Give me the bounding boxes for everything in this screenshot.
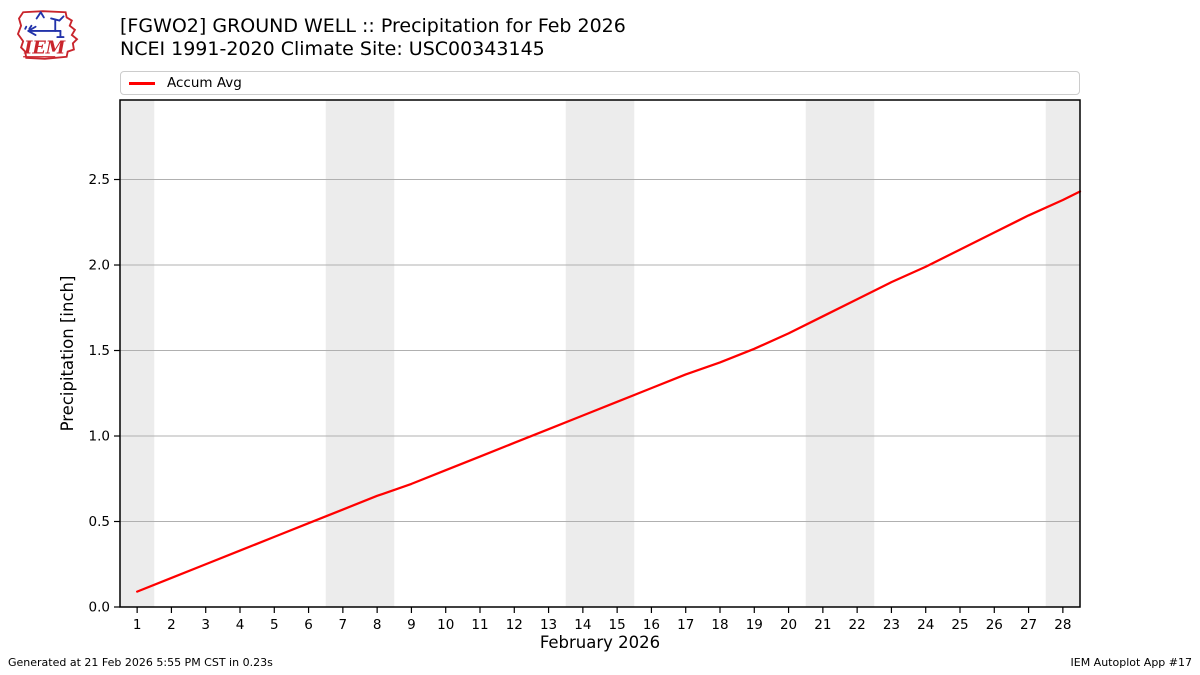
x-tick-label: 25	[951, 617, 968, 633]
x-tick-label: 1	[133, 617, 142, 633]
x-tick-label: 19	[746, 617, 763, 633]
chart-subtitle: NCEI 1991-2020 Climate Site: USC00343145	[120, 38, 545, 60]
x-tick-label: 16	[643, 617, 660, 633]
iowa-state-outline-icon	[16, 10, 79, 60]
x-tick-label: 27	[1020, 617, 1037, 633]
x-tick-label: 6	[304, 617, 313, 633]
y-tick-label: 0.0	[89, 600, 110, 616]
weekend-band	[325, 100, 395, 607]
weekend-band	[565, 100, 635, 607]
weekend-band	[805, 100, 875, 607]
weekend-band	[120, 100, 155, 607]
y-tick-label: 0.5	[89, 514, 110, 530]
legend-label: Accum Avg	[167, 75, 242, 91]
x-tick-label: 18	[711, 617, 728, 633]
x-tick-label: 23	[883, 617, 900, 633]
y-tick-label: 1.5	[89, 343, 110, 359]
x-tick-label: 11	[471, 617, 488, 633]
x-tick-label: 7	[339, 617, 348, 633]
x-tick-label: 28	[1054, 617, 1071, 633]
legend-box: Accum Avg	[120, 71, 1080, 95]
x-tick-label: 3	[201, 617, 210, 633]
x-tick-label: 20	[780, 617, 797, 633]
x-tick-label: 5	[270, 617, 279, 633]
weather-station-icon	[24, 11, 65, 39]
x-tick-label: 26	[986, 617, 1003, 633]
x-tick-label: 2	[167, 617, 176, 633]
x-tick-label: 12	[506, 617, 523, 633]
app-credit: IEM Autoplot App #17	[1070, 656, 1193, 669]
x-tick-label: 22	[849, 617, 866, 633]
x-tick-label: 13	[540, 617, 557, 633]
x-tick-label: 4	[236, 617, 245, 633]
title-block: [FGWO2] GROUND WELL :: Precipitation for…	[120, 15, 626, 61]
chart-title: [FGWO2] GROUND WELL :: Precipitation for…	[120, 15, 626, 37]
iem-logo: IEM	[16, 10, 79, 60]
x-tick-label: 10	[437, 617, 454, 633]
y-tick-label: 2.0	[89, 258, 110, 274]
x-tick-label: 21	[814, 617, 831, 633]
weekend-band	[1045, 100, 1080, 607]
y-axis-label: Precipitation [inch]	[58, 276, 77, 432]
x-tick-label: 14	[574, 617, 591, 633]
y-tick-label: 1.0	[89, 429, 110, 445]
legend-line-swatch	[129, 81, 155, 85]
plot-frame	[119, 99, 1081, 608]
y-tick-label: 2.5	[89, 172, 110, 188]
x-tick-label: 9	[407, 617, 416, 633]
x-tick-label: 15	[609, 617, 626, 633]
x-tick-label: 8	[373, 617, 382, 633]
x-axis-label: February 2026	[540, 633, 660, 652]
x-tick-label: 17	[677, 617, 694, 633]
x-tick-label: 24	[917, 617, 934, 633]
logo-text: IEM	[23, 38, 66, 59]
accum-avg-line	[136, 190, 1082, 593]
generated-timestamp: Generated at 21 Feb 2026 5:55 PM CST in …	[8, 656, 273, 669]
